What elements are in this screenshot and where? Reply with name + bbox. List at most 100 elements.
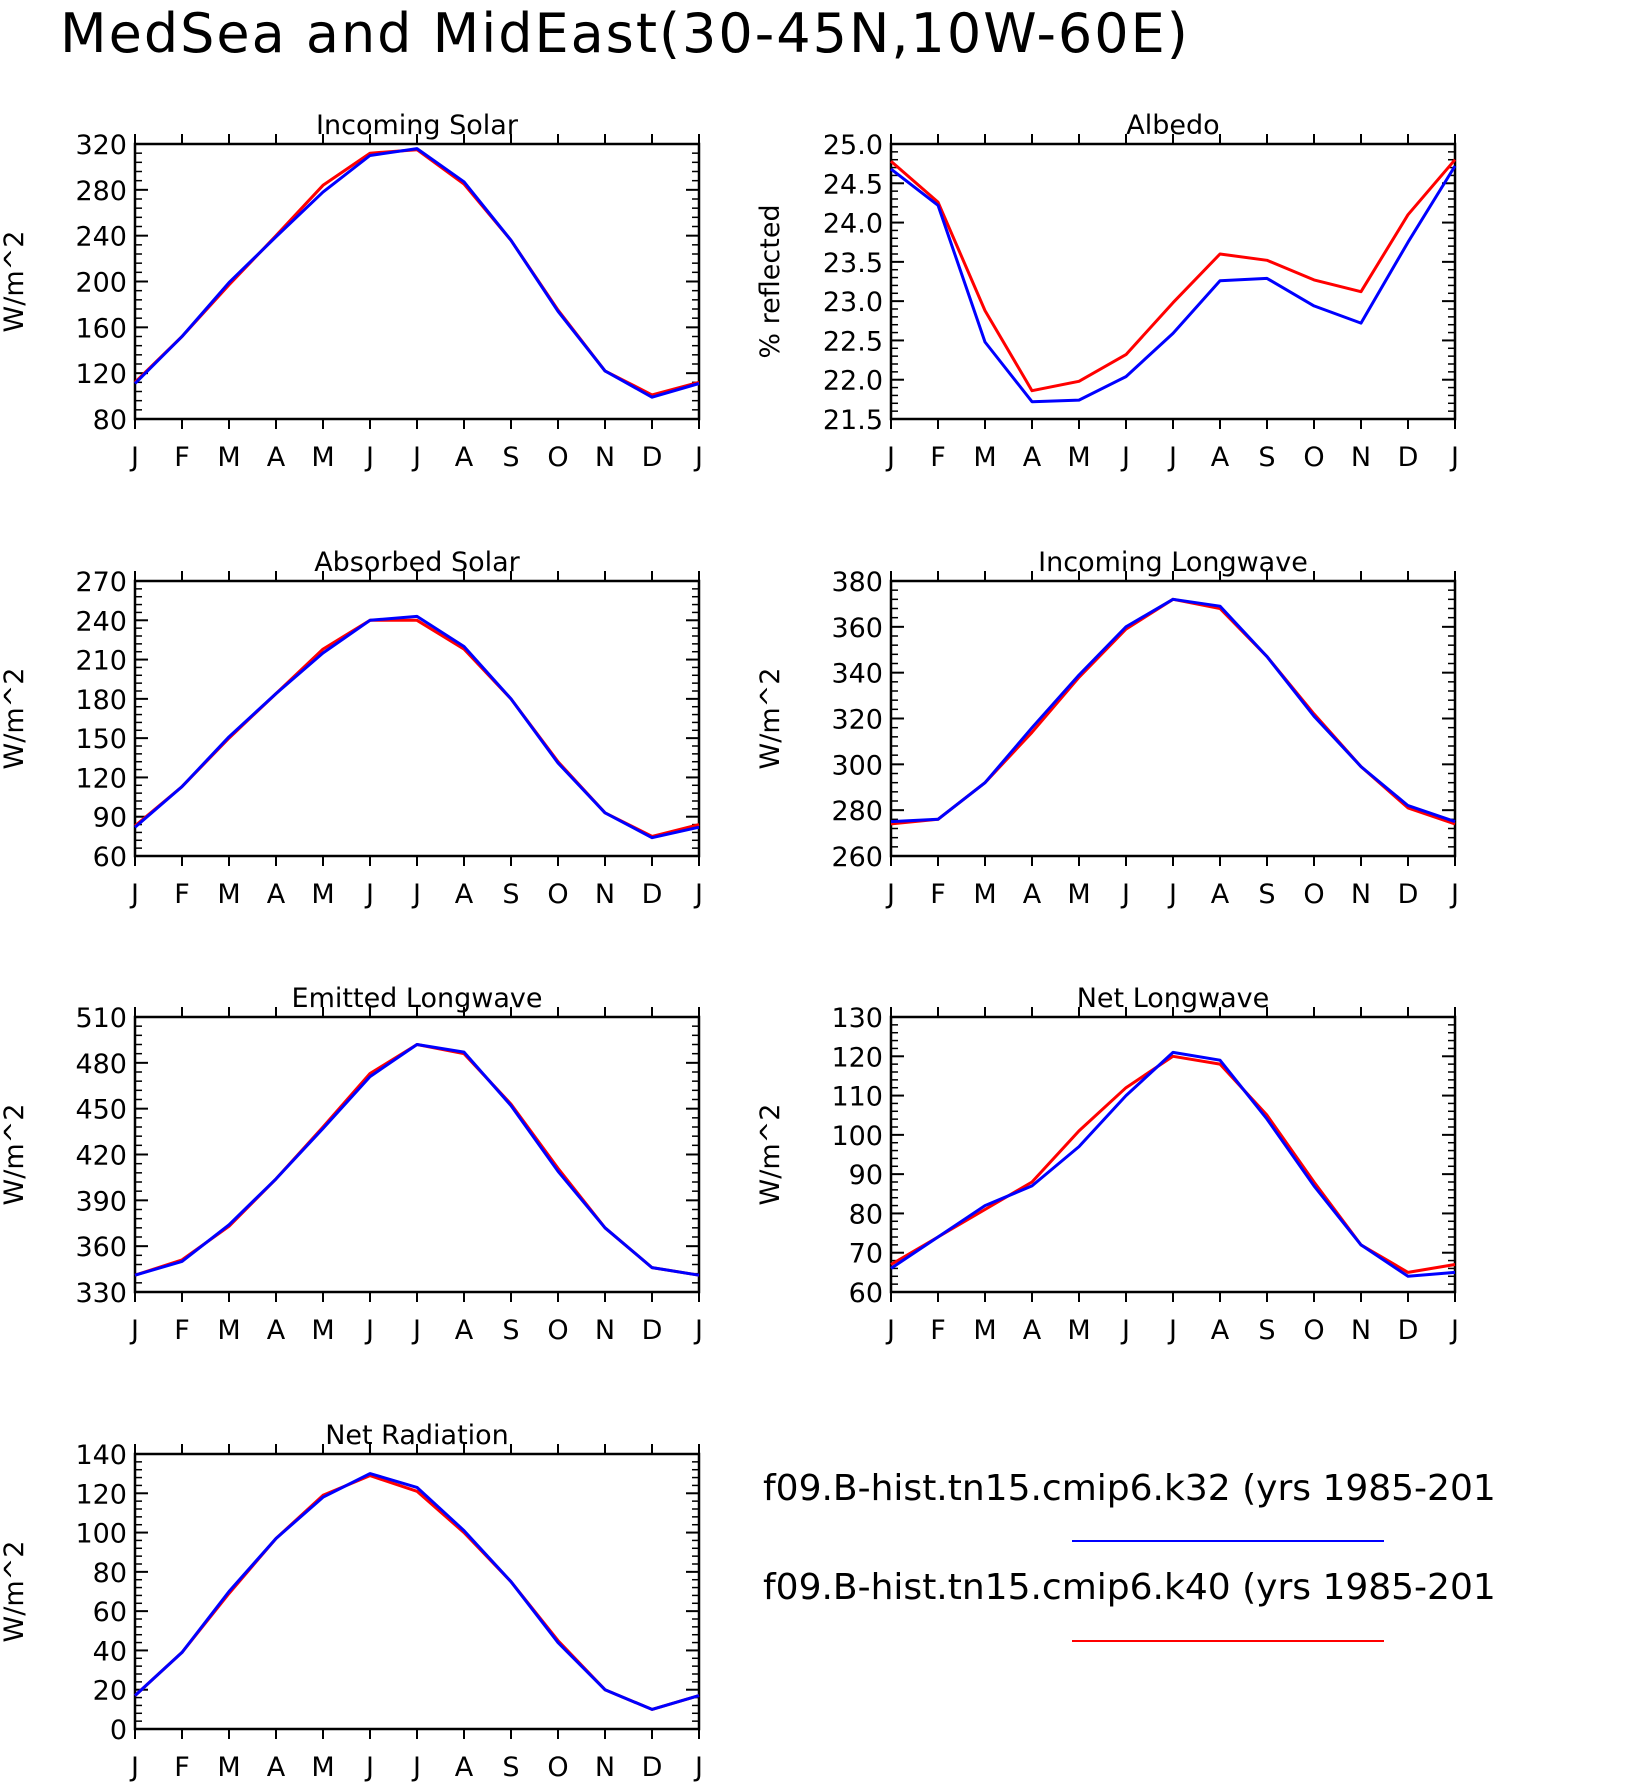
- x-tick-label: A: [267, 1315, 286, 1346]
- y-tick-label: 360: [75, 1232, 127, 1263]
- y-tick-label: 22.5: [823, 326, 883, 357]
- x-tick-label: M: [973, 1315, 996, 1346]
- y-tick-label: 180: [75, 685, 127, 716]
- series-line-k32: [890, 165, 1457, 404]
- x-tick-label: J: [1120, 879, 1130, 910]
- x-tick-label: J: [411, 442, 421, 473]
- x-tick-label: M: [217, 442, 240, 473]
- x-tick-label: D: [642, 1752, 663, 1783]
- x-tick-label: J: [693, 442, 703, 473]
- y-tick-label: 110: [831, 1082, 883, 1113]
- x-tick-label: M: [217, 1315, 240, 1346]
- series-line-k32: [133, 147, 700, 399]
- legend-label-k32: f09.B-hist.tn15.cmip6.k32 (yrs 1985-201: [763, 1468, 1496, 1509]
- y-tick-label: 120: [75, 359, 127, 390]
- legend-swatch-k40: [1072, 1640, 1384, 1642]
- x-tick-label: J: [129, 442, 139, 473]
- x-tick-label: A: [1211, 879, 1230, 910]
- y-tick-label: 210: [75, 646, 127, 677]
- x-tick-label: D: [1398, 442, 1419, 473]
- x-tick-label: F: [930, 442, 946, 473]
- series-line-k32: [134, 1043, 700, 1277]
- y-tick-label: 90: [93, 803, 127, 834]
- x-tick-label: D: [642, 879, 663, 910]
- x-tick-label: J: [129, 1315, 139, 1346]
- x-tick-label: F: [930, 879, 946, 910]
- x-tick-label: O: [1303, 879, 1324, 910]
- series-line-k40: [134, 618, 700, 838]
- x-tick-label: J: [1449, 1315, 1459, 1346]
- y-tick-label: 120: [75, 763, 127, 794]
- y-tick-label: 23.0: [823, 287, 883, 318]
- x-tick-label: S: [502, 1752, 519, 1783]
- series-line-k40: [890, 1054, 1456, 1274]
- x-tick-label: A: [455, 442, 474, 473]
- x-tick-label: M: [311, 442, 334, 473]
- y-tick-label: 22.0: [823, 366, 883, 397]
- x-tick-label: O: [547, 1315, 568, 1346]
- x-tick-label: O: [547, 879, 568, 910]
- y-axis-label: % reflected: [755, 204, 786, 358]
- series-line-k40: [133, 148, 700, 397]
- x-tick-label: M: [973, 879, 996, 910]
- y-tick-label: 480: [75, 1049, 127, 1080]
- x-tick-label: F: [174, 1315, 190, 1346]
- y-tick-label: 140: [75, 1440, 127, 1471]
- x-tick-label: J: [1167, 1315, 1177, 1346]
- x-tick-label: M: [1067, 879, 1090, 910]
- y-tick-label: 320: [831, 705, 883, 736]
- x-tick-label: J: [411, 879, 421, 910]
- x-tick-label: A: [267, 879, 286, 910]
- x-tick-label: N: [1351, 1315, 1371, 1346]
- y-tick-label: 90: [849, 1160, 883, 1191]
- plot-frame: [133, 1015, 701, 1294]
- y-tick-label: 0: [110, 1715, 127, 1746]
- x-tick-label: A: [1023, 1315, 1042, 1346]
- legend-label-k40: f09.B-hist.tn15.cmip6.k40 (yrs 1985-201: [763, 1567, 1496, 1608]
- x-tick-label: J: [411, 1315, 421, 1346]
- x-tick-label: J: [693, 1752, 703, 1783]
- x-tick-label: O: [547, 442, 568, 473]
- series-line-k32: [890, 1050, 1456, 1278]
- x-tick-label: J: [1449, 879, 1459, 910]
- x-tick-label: F: [174, 442, 190, 473]
- y-tick-label: 300: [831, 750, 883, 781]
- y-tick-label: 24.5: [823, 169, 883, 200]
- x-tick-label: J: [364, 1752, 374, 1783]
- y-tick-label: 320: [75, 130, 127, 161]
- x-tick-label: A: [267, 1752, 286, 1783]
- x-tick-label: J: [364, 1315, 374, 1346]
- x-tick-label: F: [174, 879, 190, 910]
- y-axis-label: W/m^2: [755, 668, 786, 770]
- y-tick-label: 240: [75, 222, 127, 253]
- x-tick-label: A: [267, 442, 286, 473]
- plot-frame: [133, 1452, 701, 1731]
- x-tick-label: M: [311, 1315, 334, 1346]
- x-tick-label: M: [1067, 1315, 1090, 1346]
- x-tick-label: J: [885, 879, 895, 910]
- y-tick-label: 120: [831, 1042, 883, 1073]
- x-tick-label: J: [693, 1315, 703, 1346]
- y-tick-label: 23.5: [823, 248, 883, 279]
- plot-frame: [889, 142, 1457, 421]
- y-axis-label: W/m^2: [0, 1541, 30, 1643]
- x-tick-label: F: [174, 1752, 190, 1783]
- y-tick-label: 60: [93, 1597, 127, 1628]
- y-tick-label: 160: [75, 313, 127, 344]
- y-tick-label: 390: [75, 1186, 127, 1217]
- x-tick-label: J: [1120, 1315, 1130, 1346]
- y-tick-label: 21.5: [823, 405, 883, 436]
- x-tick-label: J: [1120, 442, 1130, 473]
- y-axis-label: W/m^2: [0, 668, 30, 770]
- x-tick-label: J: [411, 1752, 421, 1783]
- x-tick-label: M: [1067, 442, 1090, 473]
- x-tick-label: J: [364, 879, 374, 910]
- x-tick-label: O: [1303, 442, 1324, 473]
- y-tick-label: 450: [75, 1095, 127, 1126]
- y-axis-label: W/m^2: [0, 231, 30, 333]
